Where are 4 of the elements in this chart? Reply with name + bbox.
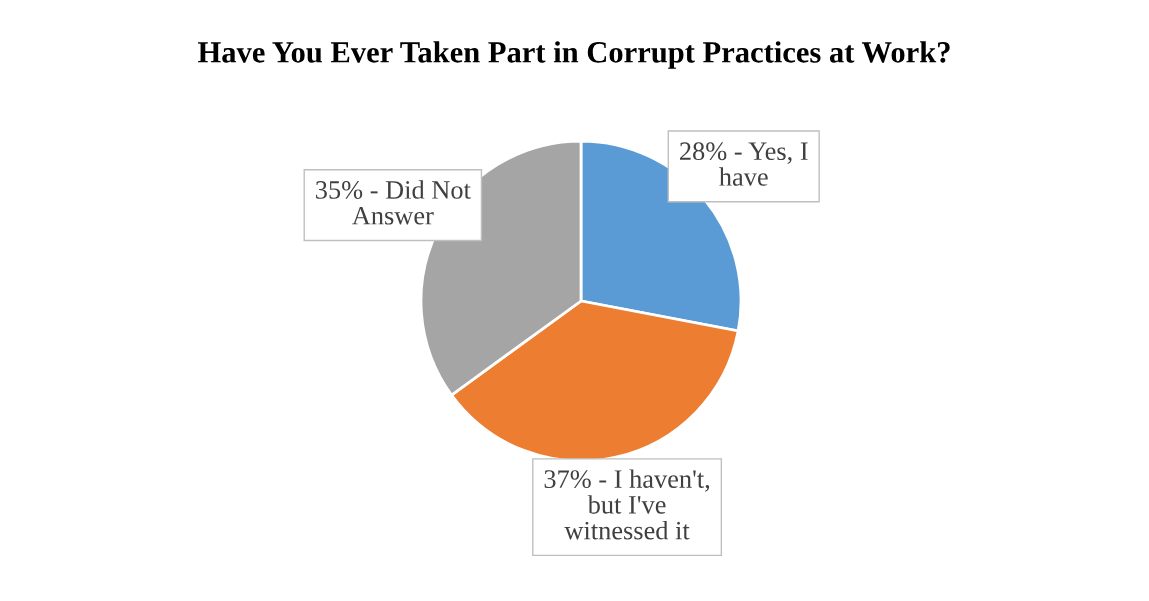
slice-label: 37% - I haven't, but I've witnessed it (544, 469, 710, 540)
slice-label: 28% - Yes, I have (680, 142, 808, 186)
slice-label: 35% - Did Not Answer (316, 180, 471, 225)
chart-title: Have You Ever Taken Part in Corrupt Practices at Work? (198, 41, 950, 69)
